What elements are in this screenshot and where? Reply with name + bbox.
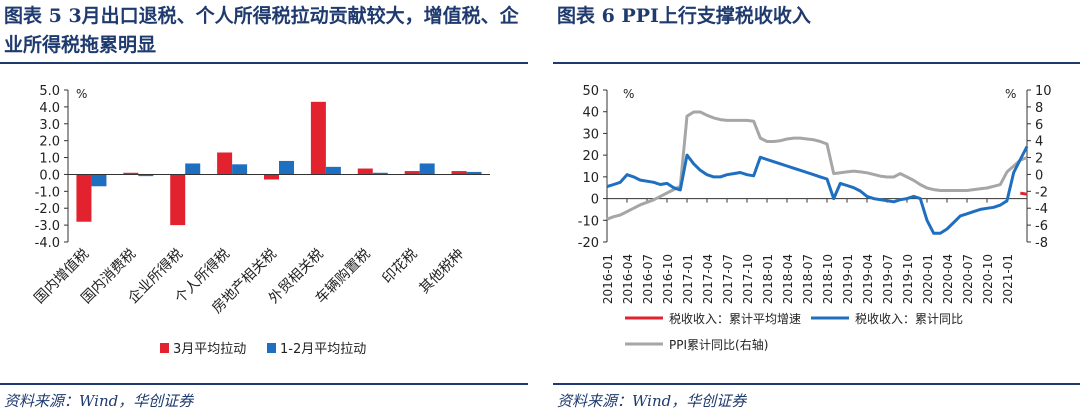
series-line-avg-growth: [1020, 191, 1028, 196]
y-tick-label: -1.0: [35, 185, 60, 200]
y-tick-label: 4.0: [39, 101, 60, 116]
x-tick-label: 2017-10: [741, 254, 755, 304]
right-chart-title: 图表 6 PPI上行支撑税收收入: [557, 5, 811, 27]
series-line-ppi-yoy: [606, 110, 1028, 221]
y-tick-label: 1.0: [39, 152, 60, 167]
x-tick-label: 2017-04: [701, 254, 715, 304]
x-tick-label: 2018-01: [761, 254, 775, 304]
y-tick-label: 2.0: [39, 135, 60, 150]
left-source: 资料来源：Wind，华创证券: [4, 392, 194, 410]
bar-jan-feb: [419, 163, 435, 175]
bar-march: [264, 174, 279, 180]
bar-jan-feb: [279, 160, 294, 175]
legend-label: PPI累计同比(右轴): [669, 337, 768, 352]
left-tick-label: -10: [578, 214, 599, 229]
x-tick-label: 2020-01: [921, 254, 935, 304]
legend-label: 税收收入：累计同比: [855, 312, 963, 326]
legend-swatch: [160, 343, 169, 353]
legend-label: 1-2月平均拉动: [280, 342, 366, 357]
x-tick-label: 2020-07: [961, 254, 975, 304]
x-tick-label: 2019-04: [861, 254, 875, 304]
tax-contribution-bar-chart: 5.04.03.02.01.00.0-1.0-2.0-3.0-4.0%国内增值税…: [31, 84, 490, 357]
left-tick-label: 30: [582, 127, 599, 142]
y-tick-label: -2.0: [35, 202, 60, 217]
right-source: 资料来源：Wind，华创证券: [557, 392, 747, 410]
left-tick-label: -20: [578, 236, 599, 251]
bar-march: [310, 101, 326, 175]
legend-swatch: [267, 343, 276, 353]
left-title-rule: [0, 62, 528, 64]
x-tick-label: 2021-01: [1001, 254, 1015, 304]
x-tick-label: 2018-04: [781, 254, 795, 304]
right-tick-label: 6: [1035, 118, 1043, 133]
y-tick-label: 0.0: [39, 168, 60, 183]
y-tick-label: -4.0: [35, 236, 60, 251]
right-tick-label: 10: [1035, 84, 1052, 99]
x-tick-label: 2020-04: [941, 254, 955, 304]
left-tick-label: 0: [591, 193, 599, 208]
y-unit-label: %: [76, 87, 87, 101]
x-tick-label: 2017-01: [681, 254, 695, 304]
left-tick-label: 40: [582, 106, 599, 121]
bar-march: [451, 171, 467, 175]
category-label: 印花税: [379, 246, 420, 287]
bar-march: [217, 152, 233, 175]
x-tick-label: 2019-07: [881, 254, 895, 304]
bar-jan-feb: [372, 172, 388, 175]
y-tick-label: 3.0: [39, 118, 60, 133]
right-tick-label: 4: [1035, 135, 1043, 150]
x-tick-label: 2020-10: [981, 254, 995, 304]
bar-march: [357, 168, 373, 175]
x-tick-label: 2019-01: [841, 254, 855, 304]
bar-jan-feb: [466, 171, 482, 175]
series-line-tax-yoy: [606, 145, 1029, 235]
bar-jan-feb: [325, 166, 341, 175]
left-chart-title: 图表 5 3月出口退税、个人所得税拉动贡献较大，增值税、企业所得税拖累明显: [4, 5, 519, 56]
bar-march: [76, 174, 92, 222]
left-unit-label: %: [623, 87, 634, 101]
bar-march: [404, 171, 420, 175]
y-tick-label: -3.0: [35, 219, 60, 234]
right-tick-label: -4: [1035, 202, 1048, 217]
x-tick-label: 2016-01: [601, 254, 615, 304]
left-source-rule: [0, 383, 528, 385]
right-tick-label: -6: [1035, 219, 1048, 234]
legend-label: 税收收入：累计平均增速: [669, 312, 801, 326]
y-tick-label: 5.0: [39, 84, 60, 99]
right-unit-label: %: [1005, 87, 1016, 101]
left-tick-label: 20: [582, 149, 599, 164]
bar-march: [170, 174, 186, 226]
x-tick-label: 2018-10: [821, 254, 835, 304]
right-title-rule: [553, 62, 1080, 64]
bar-jan-feb: [91, 174, 107, 187]
x-tick-label: 2016-07: [641, 254, 655, 304]
right-tick-label: 0: [1035, 168, 1043, 183]
legend-label: 3月平均拉动: [173, 342, 246, 357]
x-tick-label: 2017-07: [721, 254, 735, 304]
x-tick-label: 2016-04: [621, 254, 635, 304]
x-tick-label: 2018-07: [801, 254, 815, 304]
left-tick-label: 10: [582, 171, 599, 186]
left-tick-label: 50: [582, 84, 599, 99]
right-source-rule: [553, 383, 1080, 385]
bar-jan-feb: [185, 163, 201, 175]
right-tick-label: 8: [1035, 101, 1043, 116]
x-tick-label: 2019-10: [901, 254, 915, 304]
right-tick-label: -8: [1035, 236, 1048, 251]
bar-march: [123, 172, 139, 175]
bar-jan-feb: [138, 174, 154, 177]
right-tick-label: 2: [1035, 152, 1043, 167]
bar-jan-feb: [232, 164, 248, 175]
right-tick-label: -2: [1035, 185, 1048, 200]
category-label: 其他税种: [416, 246, 467, 297]
x-tick-label: 2016-10: [661, 254, 675, 304]
